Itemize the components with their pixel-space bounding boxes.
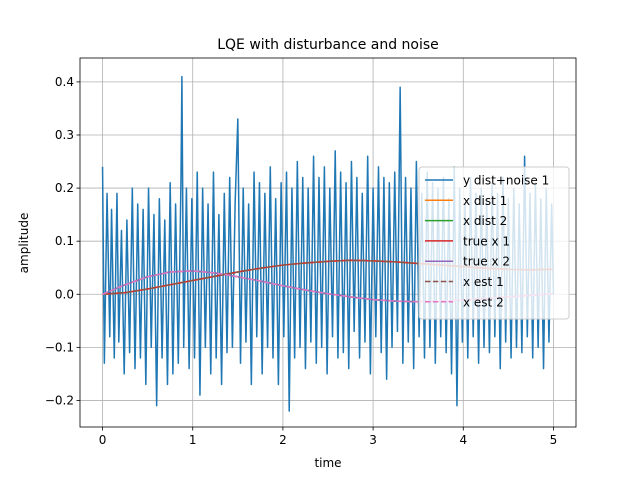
series-line-x-est-1: [102, 259, 554, 296]
legend-label: true x 1: [463, 234, 510, 248]
y-axis-ticks: −0.2 −0.1 0.0 0.1 0.2 0.3 0.4: [45, 75, 80, 407]
y-tick-label: 0.2: [55, 181, 74, 195]
y-tick-label: 0.4: [55, 75, 74, 89]
x-tick-label: 1: [189, 433, 197, 447]
legend-label: y dist+noise 1: [463, 174, 549, 188]
x-tick-label: 3: [369, 433, 377, 447]
legend-label: true x 2: [463, 255, 510, 269]
x-tick-label: 2: [279, 433, 287, 447]
y-tick-label: −0.2: [45, 393, 74, 407]
chart-title: LQE with disturbance and noise: [217, 37, 439, 53]
plot-frame: [79, 57, 577, 428]
legend-label: x est 2: [463, 295, 504, 309]
y-tick-label: 0.3: [55, 128, 74, 142]
legend: y dist+noise 1 x dist 1 x dist 2 true x 1 tr…: [418, 166, 570, 320]
y-tick-label: −0.1: [45, 340, 74, 354]
x-axis-ticks: 0 1 2 3 4 5: [99, 427, 558, 447]
x-tick-label: 0: [99, 433, 107, 447]
legend-label: x dist 1: [463, 194, 507, 208]
legend-label: x est 1: [463, 275, 504, 289]
legend-label: x dist 2: [463, 214, 507, 228]
x-tick-label: 5: [550, 433, 558, 447]
x-axis-label: time: [314, 456, 341, 470]
y-tick-label: 0.0: [55, 287, 74, 301]
x-tick-label: 4: [459, 433, 467, 447]
y-axis-label: amplitude: [17, 213, 31, 274]
legend-frame: [418, 166, 570, 320]
series-line-y-dist-noise-1: [101, 75, 555, 412]
y-tick-label: 0.1: [55, 234, 74, 248]
